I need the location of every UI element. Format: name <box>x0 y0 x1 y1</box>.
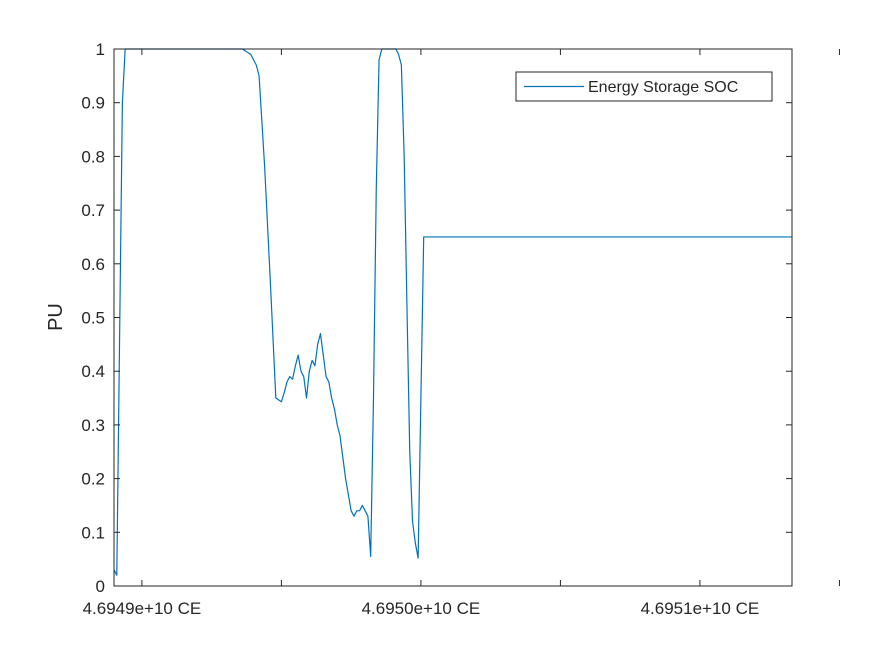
y-tick-label: 0 <box>96 577 105 596</box>
x-tick-label: 4.6949e+10 CE <box>83 599 202 618</box>
y-tick-label: 0.4 <box>81 362 105 381</box>
legend-label-energy-storage-soc: Energy Storage SOC <box>588 79 738 96</box>
y-tick-label: 0.5 <box>81 309 105 328</box>
axes-layer: 0 0.1 0.2 0.3 0.4 0.5 0.6 0.7 0.8 0.9 1 4.6949e+10 … <box>81 40 840 618</box>
y-tick-label: 0.1 <box>81 523 105 542</box>
y-axis-label-group: PU <box>45 303 67 331</box>
y-tick-label: 0.9 <box>81 94 105 113</box>
y-tick-label: 0.7 <box>81 201 105 220</box>
y-tick-label: 0.6 <box>81 255 105 274</box>
y-tick-label: 0.2 <box>81 470 105 489</box>
y-tick-label: 0.3 <box>81 416 105 435</box>
x-tick-label: 4.6951e+10 CE <box>641 599 760 618</box>
legend: Energy Storage SOC <box>515 71 773 102</box>
y-axis-label: PU <box>45 303 67 331</box>
x-tick-label: 4.6950e+10 CE <box>362 599 481 618</box>
y-tick-label: 0.8 <box>81 147 105 166</box>
plot-area <box>114 49 792 586</box>
y-tick-label: 1 <box>96 40 105 59</box>
